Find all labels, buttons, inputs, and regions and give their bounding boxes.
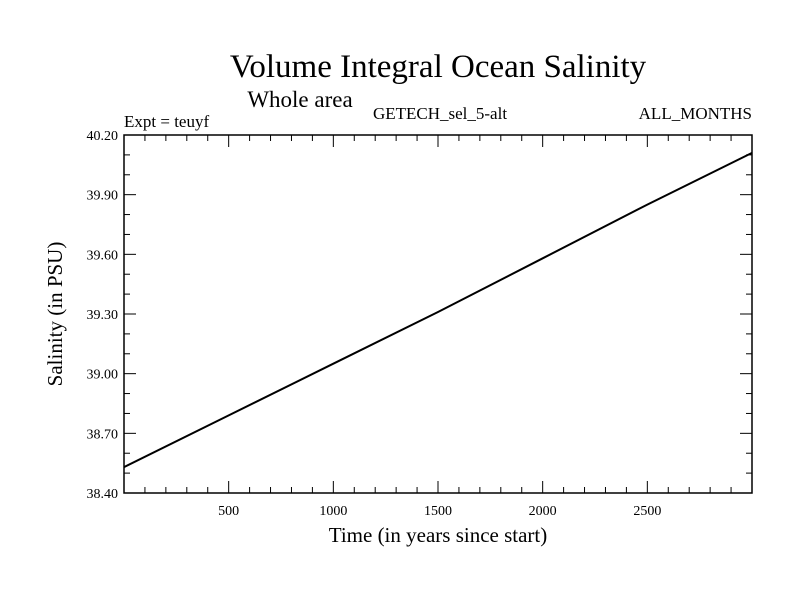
series-layer — [123, 152, 753, 468]
x-tick-label: 1000 — [319, 504, 347, 519]
y-axis-ticks — [124, 134, 752, 494]
chart-title: Volume Integral Ocean Salinity — [230, 49, 647, 85]
x-tick-label: 2500 — [633, 504, 661, 519]
y-tick-label: 39.90 — [87, 189, 119, 204]
y-axis-tick-labels: 38.40 38.70 39.00 39.30 39.60 39.90 40.20 — [87, 129, 119, 502]
dataset-label: GETECH_sel_5-alt — [373, 104, 507, 123]
y-tick-label: 39.60 — [87, 248, 119, 263]
y-axis-label: Salinity (in PSU) — [43, 242, 67, 387]
y-tick-label: 39.00 — [87, 368, 119, 383]
months-label: ALL_MONTHS — [639, 104, 752, 123]
x-tick-label: 2000 — [529, 504, 557, 519]
y-tick-label: 38.70 — [87, 427, 119, 442]
y-tick-label: 38.40 — [87, 487, 119, 502]
x-axis-tick-labels: 500 1000 1500 2000 2500 — [218, 504, 661, 519]
experiment-label: Expt = teuyf — [124, 112, 209, 131]
x-axis-label: Time (in years since start) — [329, 523, 548, 547]
series-line — [123, 152, 753, 468]
x-axis-ticks — [144, 135, 732, 493]
x-tick-label: 500 — [218, 504, 239, 519]
plot-frame — [123, 134, 753, 494]
y-tick-label: 39.30 — [87, 308, 119, 323]
chart-subtitle: Whole area — [247, 87, 352, 112]
y-tick-label: 40.20 — [87, 129, 119, 144]
x-tick-label: 1500 — [424, 504, 452, 519]
